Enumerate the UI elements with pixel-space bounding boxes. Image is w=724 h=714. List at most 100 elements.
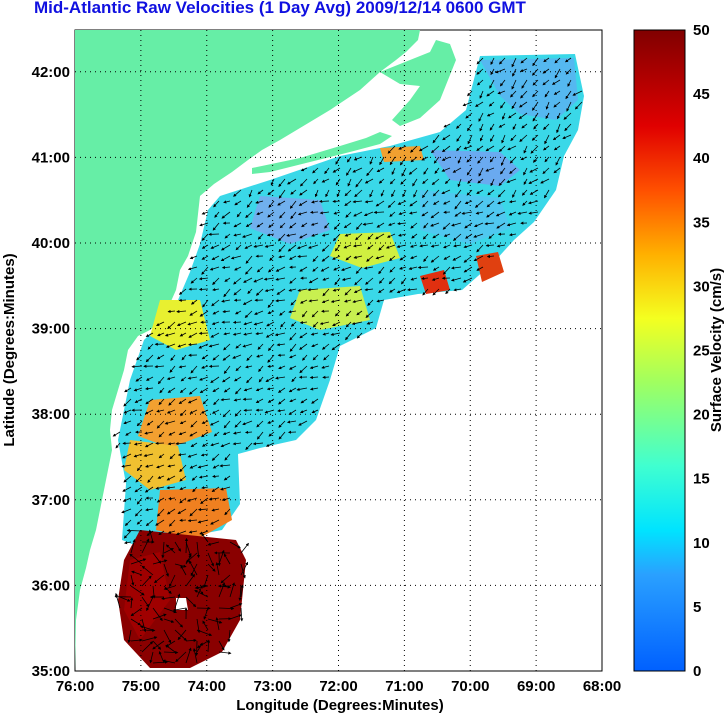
current-vector (452, 255, 462, 261)
grid-lines (75, 30, 602, 671)
current-vector (520, 57, 528, 64)
current-vector (179, 486, 187, 490)
current-vector (353, 255, 363, 259)
current-vector (279, 310, 286, 316)
current-vector (152, 640, 162, 650)
current-vector (223, 365, 231, 375)
current-vector (211, 321, 220, 325)
current-vector (166, 376, 176, 381)
current-vector (565, 90, 572, 100)
current-vector (378, 244, 385, 251)
current-vector (242, 299, 253, 305)
current-vector (290, 189, 297, 195)
current-vector (309, 387, 319, 391)
current-vector (287, 178, 297, 185)
current-vector (486, 112, 495, 117)
lat-tick-label: 41:00 (32, 149, 70, 166)
current-vector (442, 222, 451, 230)
current-vector (185, 647, 192, 664)
current-vector (158, 431, 165, 438)
current-vector (253, 321, 264, 326)
current-vector (157, 332, 165, 337)
current-vector (479, 134, 484, 142)
current-vector (485, 167, 495, 172)
current-vector (477, 156, 484, 164)
current-vector (163, 618, 175, 623)
current-vector (391, 167, 396, 175)
current-vector (497, 90, 506, 95)
current-vector (466, 189, 473, 196)
current-vector (544, 189, 550, 199)
current-vector (544, 90, 550, 98)
current-vector (152, 613, 167, 620)
current-vector (256, 222, 264, 228)
current-vector (147, 475, 154, 483)
current-vector (551, 79, 561, 85)
colorbar (633, 29, 686, 672)
current-vector (179, 332, 187, 337)
current-vector (461, 211, 473, 215)
current-vector (178, 398, 187, 405)
current-vector (495, 68, 506, 74)
current-vector (159, 387, 165, 394)
velocity-region (138, 396, 212, 448)
current-vector (141, 618, 147, 633)
current-vector (187, 518, 198, 523)
current-vector (408, 167, 418, 175)
current-vector (156, 508, 165, 517)
current-vector (409, 200, 418, 207)
current-vector (213, 431, 220, 437)
current-vector (267, 364, 275, 368)
current-vector (479, 123, 484, 132)
current-vector (152, 559, 168, 565)
current-vector (387, 145, 396, 154)
current-vector (332, 255, 341, 260)
current-vector (185, 638, 197, 643)
current-vector (256, 431, 264, 440)
current-vector (135, 475, 143, 483)
current-vector (164, 332, 176, 337)
current-vector (345, 310, 352, 317)
current-vector (267, 211, 275, 218)
current-vector (408, 266, 418, 270)
current-vector (311, 200, 319, 204)
current-vector (278, 431, 286, 440)
current-vector (341, 277, 352, 281)
current-vector (119, 596, 131, 602)
current-vector (467, 123, 473, 132)
current-vector (422, 200, 429, 208)
current-vector (133, 442, 143, 446)
current-vector (442, 134, 451, 141)
current-vector (267, 398, 275, 403)
current-vector (508, 211, 517, 216)
current-vector (240, 561, 249, 576)
current-vector (233, 233, 242, 237)
current-vector (188, 332, 198, 338)
current-vector (489, 156, 495, 163)
lat-tick-label: 35:00 (32, 663, 70, 680)
current-vector (277, 387, 286, 393)
current-vector (233, 277, 242, 285)
current-vector (321, 233, 330, 237)
current-vector (210, 244, 220, 249)
current-vector (352, 299, 363, 304)
lon-tick-label: 73:00 (253, 678, 291, 695)
current-vector (432, 233, 440, 239)
current-vector (288, 288, 297, 292)
current-vector (141, 636, 158, 642)
current-vector (354, 189, 363, 198)
current-vector (380, 189, 385, 197)
current-vector (528, 211, 539, 215)
current-vector (215, 561, 220, 576)
velocity-field (118, 54, 584, 668)
current-vector (313, 178, 319, 185)
current-vector (532, 79, 539, 86)
current-vector (522, 200, 528, 206)
current-vector (311, 398, 319, 404)
current-vector (533, 123, 539, 130)
current-vector (356, 310, 363, 316)
current-vector (267, 299, 275, 309)
current-vector (552, 134, 561, 141)
colorbar-label: Surface Velocity (cm/s) (708, 268, 724, 432)
current-vector (356, 332, 363, 339)
